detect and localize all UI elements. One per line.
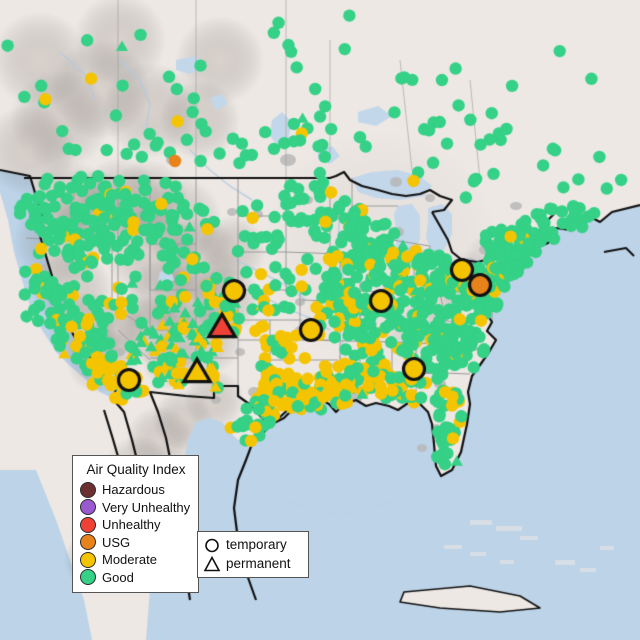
legend-swatch-icon [80,569,96,586]
legend-row-moderate: Moderate [80,551,192,569]
legend-label: Very Unhealthy [102,499,191,515]
triangle-icon [203,555,221,573]
legend-swatch-icon [80,499,96,516]
legend-label: Hazardous [102,482,165,498]
legend-row-unhealthy: Unhealthy [80,516,192,534]
legend-label: Moderate [102,552,157,568]
aqi-legend-items: Hazardous Very Unhealthy Unhealthy USG Moder… [80,481,192,586]
legend-row-very-unhealthy: Very Unhealthy [80,499,192,517]
legend-swatch-icon [80,534,96,551]
legend-label: Good [102,569,134,585]
legend-row-temporary: temporary [203,535,303,554]
legend-label: Unhealthy [102,517,161,533]
legend-row-usg: USG [80,534,192,552]
circle-icon [203,536,221,554]
legend-row-permanent: permanent [203,554,303,573]
station-type-legend: temporary permanent [197,531,309,578]
legend-swatch-icon [80,551,96,568]
legend-label-permanent: permanent [226,555,291,571]
legend-label: USG [102,534,131,550]
legend-row-good: Good [80,569,192,587]
legend-row-hazardous: Hazardous [80,481,192,499]
aqi-legend-title: Air Quality Index [86,462,186,477]
aqi-legend: Air Quality Index Hazardous Very Unhealth… [72,455,199,593]
legend-label-temporary: temporary [226,536,287,552]
legend-swatch-icon [80,516,96,533]
legend-swatch-icon [80,481,96,498]
